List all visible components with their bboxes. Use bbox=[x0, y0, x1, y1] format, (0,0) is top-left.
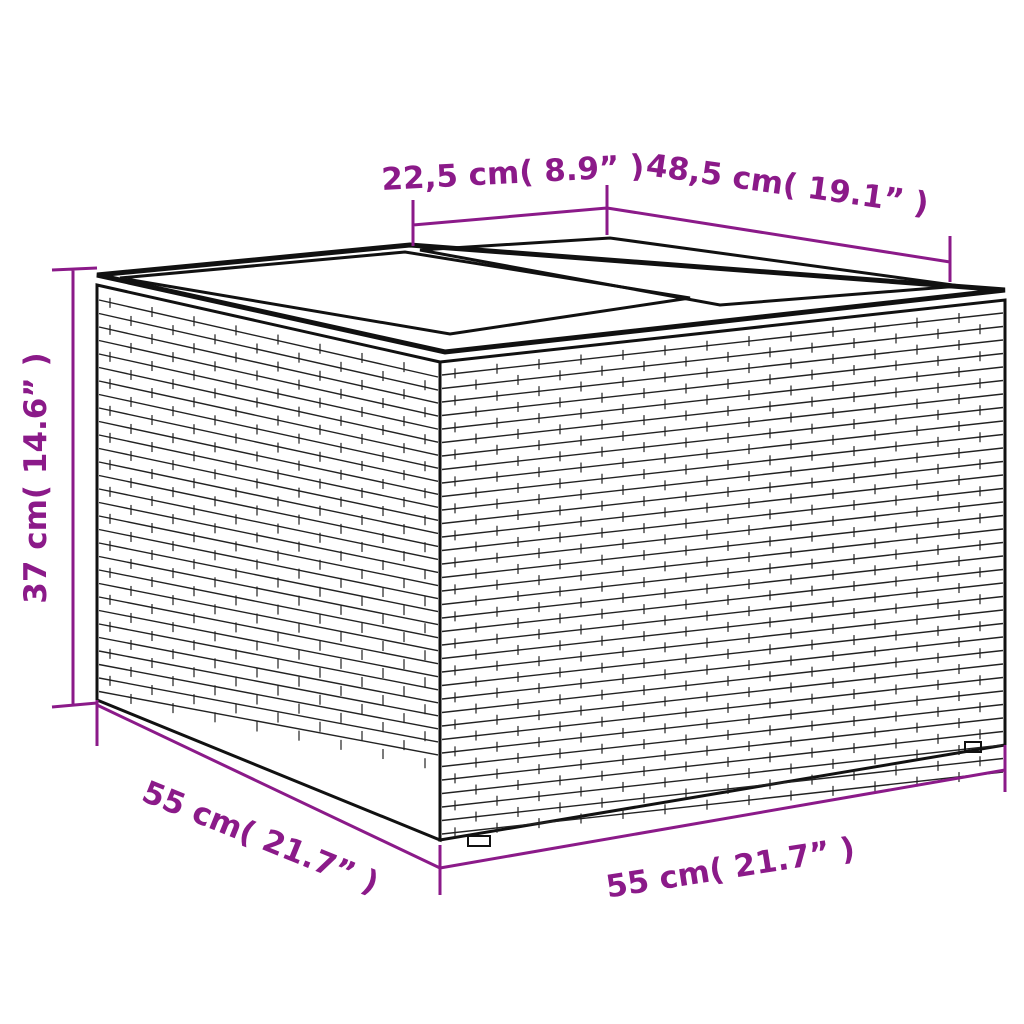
weave-strand-left bbox=[98, 663, 439, 730]
dim-line-top-width bbox=[606, 206, 952, 282]
weave-strand-right bbox=[441, 622, 1004, 687]
weave-strand-right bbox=[441, 460, 1004, 525]
weave-strand-right bbox=[441, 663, 1004, 727]
box-right-face bbox=[438, 298, 1007, 842]
weave-strand-right bbox=[441, 609, 1004, 673]
weave-strand-left bbox=[98, 582, 439, 652]
weave-strand-right bbox=[441, 717, 1004, 781]
weave-strand-left bbox=[98, 515, 439, 587]
weave-strand-left bbox=[98, 596, 439, 665]
weave-strand-left bbox=[98, 312, 439, 391]
weave-strand-left bbox=[98, 326, 439, 404]
weave-strand-left bbox=[98, 650, 439, 717]
wicker-weave bbox=[98, 297, 1004, 838]
label-top-width: 48,5 cm( 19.1” ) bbox=[644, 147, 931, 222]
weave-strand-right bbox=[441, 636, 1004, 700]
weave-strand-left bbox=[98, 380, 439, 456]
weave-strand-right bbox=[441, 676, 1004, 741]
weave-strand-right bbox=[441, 595, 1004, 660]
weave-strand-right bbox=[441, 690, 1004, 754]
weave-strand-right bbox=[441, 487, 1004, 552]
weave-strand-right bbox=[441, 352, 1004, 417]
weave-strand-right bbox=[441, 582, 1004, 646]
weave-strand-right bbox=[441, 555, 1004, 619]
weave-strand-right bbox=[441, 420, 1004, 484]
foot-front bbox=[467, 835, 491, 847]
weave-strand-right bbox=[441, 730, 1004, 795]
weave-strand-left bbox=[98, 528, 439, 600]
weave-strand-left bbox=[98, 299, 439, 378]
weave-strand-left bbox=[98, 366, 439, 443]
weave-strand-left bbox=[98, 555, 439, 626]
weave-strand-right bbox=[441, 325, 1004, 390]
weave-strand-left bbox=[98, 488, 439, 561]
label-front-width: 55 cm( 21.7” ) bbox=[603, 831, 857, 906]
weave-strand-left bbox=[98, 677, 439, 743]
weave-strand-right bbox=[441, 771, 1004, 835]
weave-strand-right bbox=[441, 568, 1004, 633]
weave-strand-right bbox=[441, 406, 1004, 471]
weave-strand-left bbox=[98, 353, 439, 430]
weave-strand-right bbox=[441, 757, 1004, 822]
weave-strand-left bbox=[98, 542, 439, 613]
weave-strand-left bbox=[98, 393, 439, 469]
weave-strand-right bbox=[441, 649, 1004, 714]
weave-strand-right bbox=[441, 433, 1004, 498]
label-height: 37 cm( 14.6” ) bbox=[18, 352, 54, 603]
glass-panel-right bbox=[419, 236, 961, 307]
weave-strand-left bbox=[98, 420, 439, 495]
weave-strand-left bbox=[98, 434, 439, 509]
weave-strand-right bbox=[441, 312, 1004, 376]
weave-strand-right bbox=[441, 501, 1004, 565]
weave-strand-left bbox=[98, 636, 439, 704]
weave-strand-left bbox=[98, 569, 439, 639]
weave-strand-right bbox=[441, 393, 1004, 457]
box-top-face bbox=[96, 242, 1006, 355]
foot-right bbox=[964, 741, 982, 753]
weave-strand-left bbox=[98, 447, 439, 522]
weave-strand-right bbox=[441, 528, 1004, 592]
dim-line-height bbox=[51, 266, 98, 709]
weave-strand-right bbox=[441, 541, 1004, 606]
weave-strand-left bbox=[98, 623, 439, 691]
weave-strand-right bbox=[441, 366, 1004, 430]
weave-strand-left bbox=[98, 474, 439, 548]
dim-line-side-depth bbox=[95, 700, 442, 895]
weave-strand-left bbox=[98, 609, 439, 678]
weave-strand-right bbox=[441, 474, 1004, 538]
dimension-lines bbox=[51, 185, 1007, 895]
dim-line-front-width bbox=[439, 745, 1007, 870]
weave-strand-right bbox=[441, 744, 1004, 808]
weave-strand-left bbox=[98, 339, 439, 417]
weave-strand-left bbox=[98, 690, 439, 756]
weave-strand-left bbox=[98, 461, 439, 535]
weave-strand-right bbox=[441, 514, 1004, 579]
weave-strand-left bbox=[98, 501, 439, 574]
weave-strand-right bbox=[441, 379, 1004, 444]
rattan-storage-box bbox=[95, 236, 1007, 847]
weave-strand-right bbox=[441, 339, 1004, 403]
weave-strand-right bbox=[441, 447, 1004, 511]
dim-line-top-depth bbox=[411, 185, 609, 246]
weave-strand-left bbox=[98, 407, 439, 482]
weave-strand-right bbox=[441, 703, 1004, 768]
